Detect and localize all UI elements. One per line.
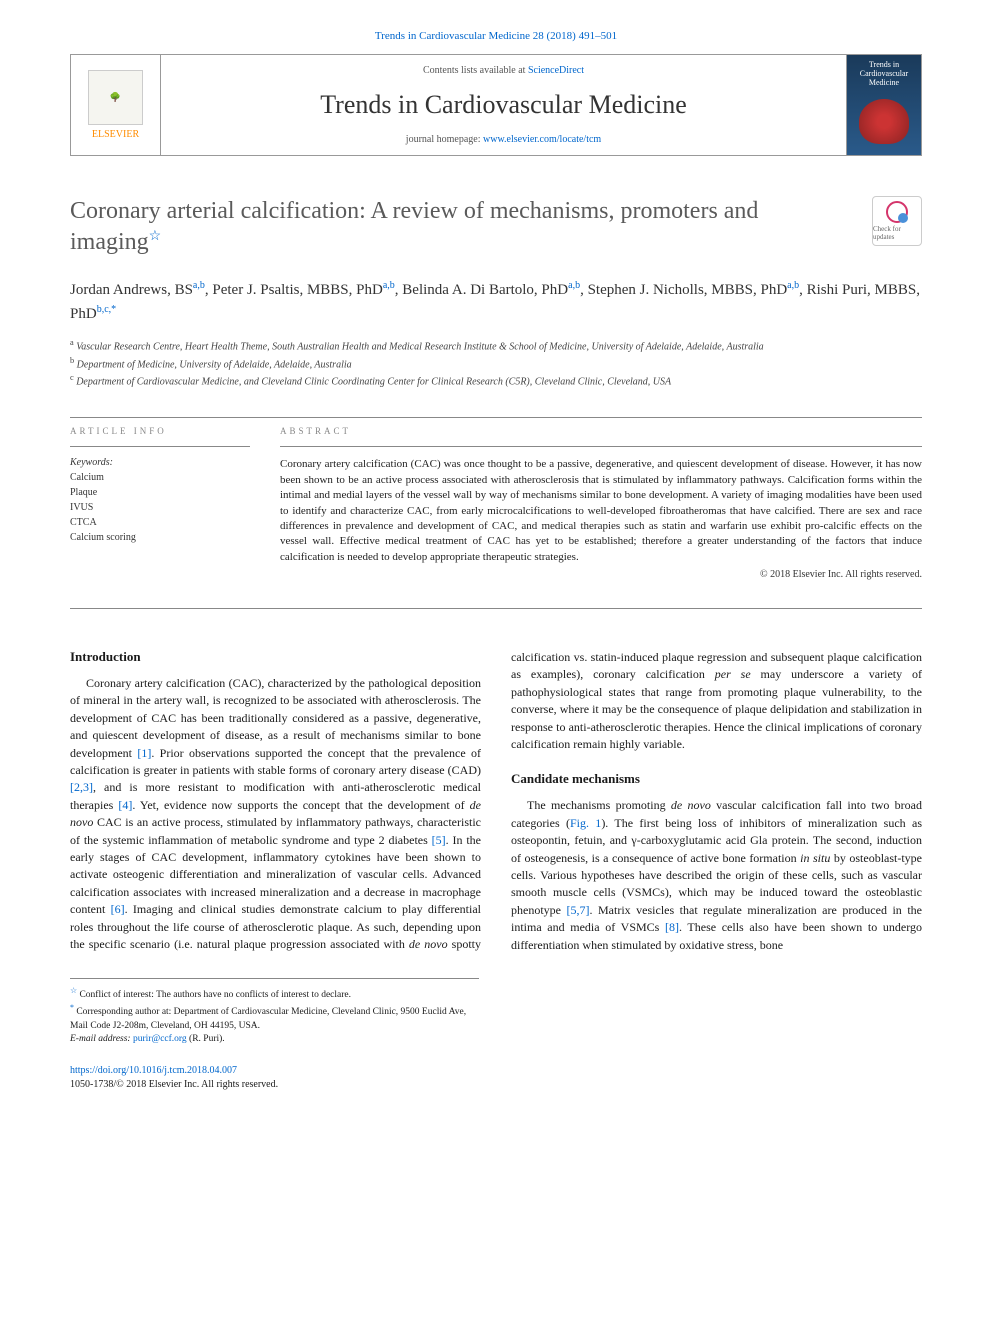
running-head-citation: Trends in Cardiovascular Medicine 28 (20… <box>70 30 922 42</box>
abstract-inner-divider <box>280 446 922 447</box>
article-body: Introduction Coronary artery calcificati… <box>70 649 922 954</box>
abstract-column: ABSTRACT Coronary artery calcification (… <box>280 426 922 580</box>
elsevier-tree-icon: 🌳 <box>88 70 143 125</box>
affiliation-item: b Department of Medicine, University of … <box>70 355 922 372</box>
crossmark-icon <box>886 201 908 223</box>
contents-prefix: Contents lists available at <box>423 65 528 76</box>
journal-header: 🌳 ELSEVIER Contents lists available at S… <box>70 54 922 156</box>
abstract-divider-bottom <box>70 608 922 609</box>
journal-homepage-link[interactable]: www.elsevier.com/locate/tcm <box>483 134 601 145</box>
cover-heart-icon <box>859 99 909 144</box>
keyword-item: Plaque <box>70 485 250 500</box>
homepage-prefix: journal homepage: <box>406 134 483 145</box>
info-divider-top <box>70 417 922 418</box>
issn-copyright: 1050-1738/© 2018 Elsevier Inc. All right… <box>70 1079 278 1090</box>
abstract-label: ABSTRACT <box>280 426 922 436</box>
affiliation-item: a Vascular Research Centre, Heart Health… <box>70 337 922 354</box>
title-footnote-mark[interactable]: ☆ <box>149 229 162 244</box>
abstract-text: Coronary artery calcification (CAC) was … <box>280 457 922 565</box>
keywords-list: CalciumPlaqueIVUSCTCACalcium scoring <box>70 470 250 545</box>
header-center: Contents lists available at ScienceDirec… <box>161 55 846 155</box>
contents-available-line: Contents lists available at ScienceDirec… <box>181 65 826 76</box>
affiliations: a Vascular Research Centre, Heart Health… <box>70 337 922 389</box>
doi-link[interactable]: https://doi.org/10.1016/j.tcm.2018.04.00… <box>70 1065 237 1076</box>
publisher-name: ELSEVIER <box>92 129 139 140</box>
abstract-copyright: © 2018 Elsevier Inc. All rights reserved… <box>280 569 922 580</box>
author-list: Jordan Andrews, BSa,b, Peter J. Psaltis,… <box>70 278 922 325</box>
article-info-label: ARTICLE INFO <box>70 426 250 436</box>
sciencedirect-link[interactable]: ScienceDirect <box>528 65 584 76</box>
cover-title: Trends in Cardiovascular Medicine <box>860 61 908 87</box>
crossmark-label: Check for updates <box>873 225 921 241</box>
homepage-line: journal homepage: www.elsevier.com/locat… <box>181 134 826 145</box>
publisher-logo-block: 🌳 ELSEVIER <box>71 55 161 155</box>
mechanisms-heading: Candidate mechanisms <box>511 771 922 787</box>
email-footnote: E-mail address: purir@ccf.org (R. Puri). <box>70 1033 479 1046</box>
author-email-link[interactable]: purir@ccf.org <box>133 1034 187 1044</box>
journal-cover-thumbnail: Trends in Cardiovascular Medicine <box>846 55 921 155</box>
keyword-item: IVUS <box>70 500 250 515</box>
article-info-column: ARTICLE INFO Keywords: CalciumPlaqueIVUS… <box>70 426 250 580</box>
keywords-label: Keywords: <box>70 457 250 468</box>
affiliation-item: c Department of Cardiovascular Medicine,… <box>70 372 922 389</box>
keyword-item: Calcium scoring <box>70 530 250 545</box>
mechanisms-paragraph: The mechanisms promoting de novo vascula… <box>511 797 922 954</box>
corresponding-author-footnote: * Corresponding author at: Department of… <box>70 1002 479 1033</box>
info-inner-divider <box>70 446 250 447</box>
bottom-bar: https://doi.org/10.1016/j.tcm.2018.04.00… <box>70 1064 922 1092</box>
conflict-footnote: ☆ Conflict of interest: The authors have… <box>70 985 479 1002</box>
keyword-item: CTCA <box>70 515 250 530</box>
article-title: Coronary arterial calcification: A revie… <box>70 196 852 258</box>
crossmark-badge[interactable]: Check for updates <box>872 196 922 246</box>
footnotes: ☆ Conflict of interest: The authors have… <box>70 978 479 1047</box>
introduction-heading: Introduction <box>70 649 481 665</box>
journal-title: Trends in Cardiovascular Medicine <box>181 90 826 120</box>
keyword-item: Calcium <box>70 470 250 485</box>
